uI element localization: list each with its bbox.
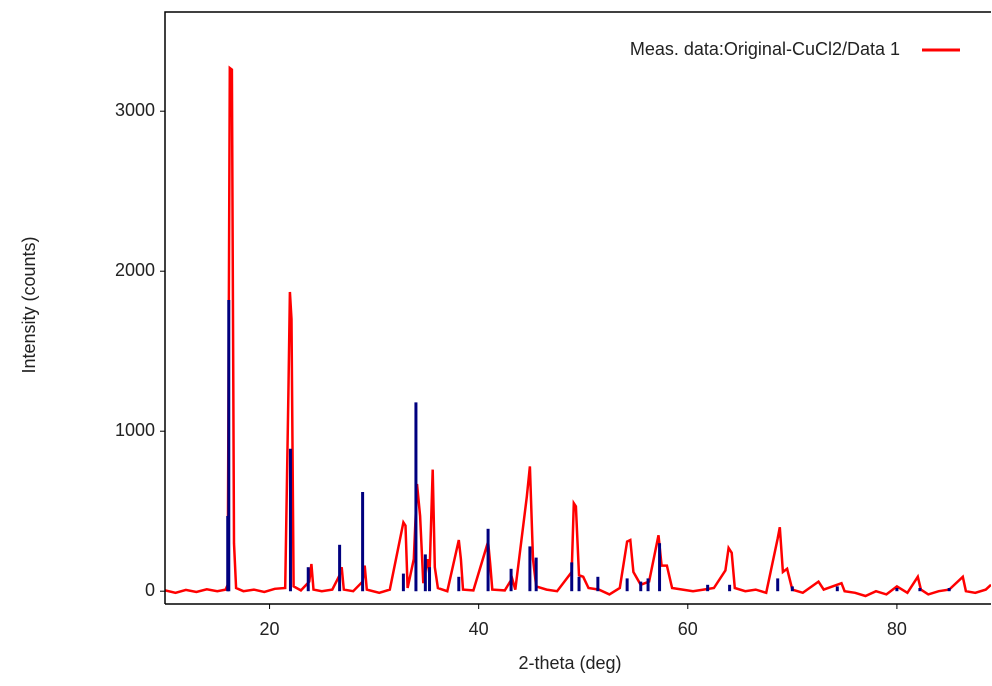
x-tick-label: 60 [678, 619, 698, 639]
legend-label: Meas. data:Original-CuCl2/Data 1 [630, 39, 900, 59]
x-tick-label: 40 [469, 619, 489, 639]
y-tick-label: 3000 [115, 100, 155, 120]
plot-frame [164, 11, 991, 605]
y-tick-label: 2000 [115, 260, 155, 280]
x-tick-label: 80 [887, 619, 907, 639]
x-tick-label: 20 [260, 619, 280, 639]
y-tick-label: 0 [145, 580, 155, 600]
x-axis-label: 2-theta (deg) [518, 653, 621, 673]
data-line [165, 65, 991, 598]
y-axis-label: Intensity (counts) [19, 236, 39, 373]
y-tick-label: 1000 [115, 420, 155, 440]
